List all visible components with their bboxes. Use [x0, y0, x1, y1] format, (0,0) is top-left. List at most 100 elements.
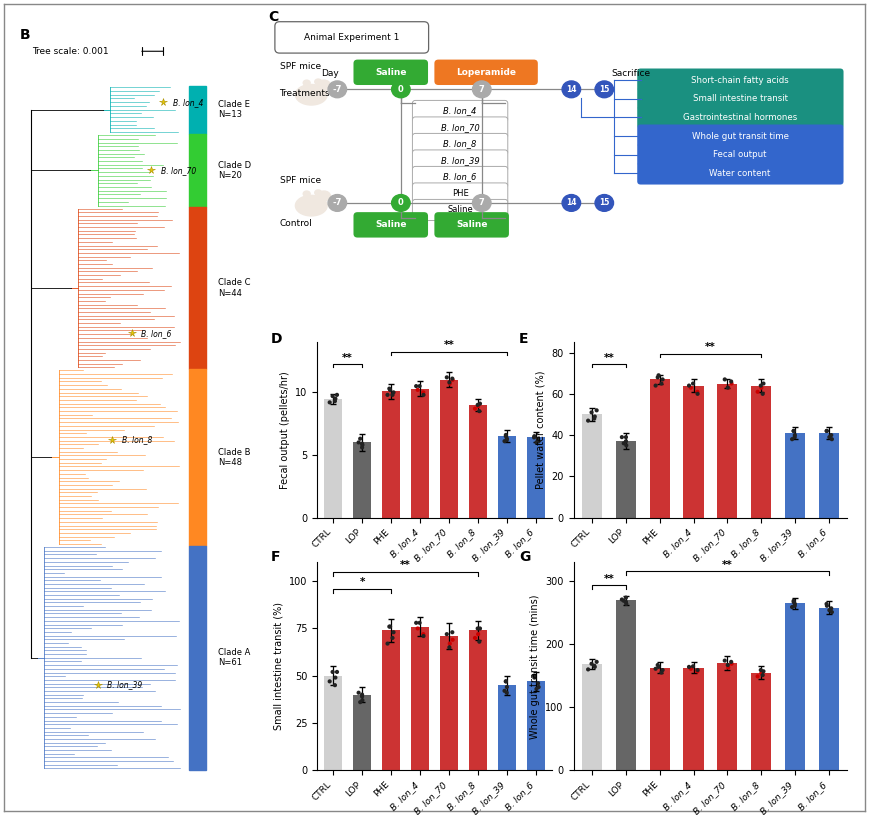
Text: Gastrointestinal hormones: Gastrointestinal hormones	[683, 113, 797, 122]
Bar	[751, 385, 772, 518]
Point	[684, 381, 698, 394]
FancyBboxPatch shape	[434, 59, 538, 85]
Bar	[650, 667, 670, 770]
Point	[531, 676, 545, 689]
Bar	[324, 676, 342, 770]
Point	[585, 657, 599, 670]
FancyBboxPatch shape	[637, 125, 844, 148]
Point	[381, 637, 395, 650]
Point	[753, 663, 767, 676]
Point	[471, 628, 485, 641]
Bar	[498, 685, 515, 770]
Ellipse shape	[562, 81, 580, 98]
Point	[386, 388, 400, 401]
Point	[718, 654, 732, 667]
Bar	[441, 380, 458, 518]
Point	[652, 368, 666, 381]
Point	[387, 626, 401, 639]
Point	[619, 596, 633, 609]
Point	[825, 433, 839, 446]
Point	[442, 641, 456, 654]
Bar	[650, 380, 670, 518]
Point	[527, 430, 541, 443]
Point	[590, 655, 604, 668]
Point	[620, 597, 634, 610]
Point	[786, 425, 800, 438]
Text: Saline: Saline	[456, 220, 488, 229]
Point	[355, 437, 369, 450]
Point	[617, 437, 631, 450]
Point	[328, 394, 342, 408]
Ellipse shape	[303, 80, 310, 86]
Point	[416, 388, 430, 401]
Text: **: **	[342, 353, 353, 363]
Point	[355, 438, 369, 452]
Bar	[717, 663, 738, 770]
Text: B. lon_6: B. lon_6	[142, 328, 172, 337]
Text: 14: 14	[566, 198, 577, 208]
Point	[651, 371, 665, 384]
Bar	[189, 545, 206, 770]
Point	[587, 412, 601, 425]
Text: Control: Control	[280, 219, 312, 228]
Text: 14: 14	[566, 85, 577, 94]
Point	[754, 381, 768, 394]
Bar	[527, 681, 545, 770]
Text: 15: 15	[599, 198, 609, 208]
Bar	[683, 667, 704, 770]
Y-axis label: Pellet water content (%): Pellet water content (%)	[536, 371, 546, 489]
Point	[383, 620, 397, 633]
Point	[587, 410, 601, 423]
Text: B. lon_6: B. lon_6	[443, 173, 477, 182]
Bar	[382, 391, 400, 518]
Point	[615, 430, 629, 443]
Text: B. lon_4: B. lon_4	[443, 107, 477, 116]
Text: B. lon_70: B. lon_70	[161, 165, 196, 175]
Point	[328, 671, 342, 684]
Bar	[324, 399, 342, 518]
Point	[498, 434, 512, 447]
Point	[468, 632, 482, 645]
Point	[654, 377, 668, 390]
Point	[471, 399, 485, 412]
Point	[786, 601, 799, 614]
Point	[619, 430, 633, 443]
Text: Short-chain fatty acids: Short-chain fatty acids	[691, 76, 789, 85]
Point	[355, 688, 369, 701]
Text: SPF mice: SPF mice	[280, 62, 321, 71]
Point	[382, 382, 396, 395]
Ellipse shape	[392, 81, 410, 98]
Bar	[469, 405, 487, 518]
FancyBboxPatch shape	[637, 87, 844, 110]
Bar	[785, 603, 805, 770]
Point	[822, 430, 836, 443]
Point	[615, 593, 629, 606]
Point	[819, 597, 833, 610]
Point	[529, 682, 543, 695]
Point	[473, 404, 487, 417]
Point	[687, 377, 700, 390]
Point	[725, 377, 739, 390]
Point	[787, 599, 801, 612]
FancyBboxPatch shape	[413, 150, 507, 171]
Point	[654, 666, 668, 679]
Ellipse shape	[595, 81, 614, 98]
Point	[718, 373, 732, 386]
Point	[655, 373, 669, 386]
Bar	[785, 433, 805, 518]
Text: B. lon_70: B. lon_70	[441, 123, 480, 132]
Point	[471, 399, 485, 412]
Point	[720, 381, 734, 394]
Point	[527, 669, 541, 682]
Point	[442, 376, 456, 389]
Point	[381, 388, 395, 401]
Text: Treatments: Treatments	[280, 89, 330, 98]
Text: SPF mice: SPF mice	[280, 176, 321, 185]
Point	[416, 628, 430, 641]
Point	[411, 622, 425, 635]
Point	[330, 388, 344, 401]
FancyBboxPatch shape	[275, 22, 428, 53]
Ellipse shape	[315, 79, 322, 85]
FancyBboxPatch shape	[637, 68, 844, 91]
Text: Tree scale: 0.001: Tree scale: 0.001	[32, 46, 109, 55]
